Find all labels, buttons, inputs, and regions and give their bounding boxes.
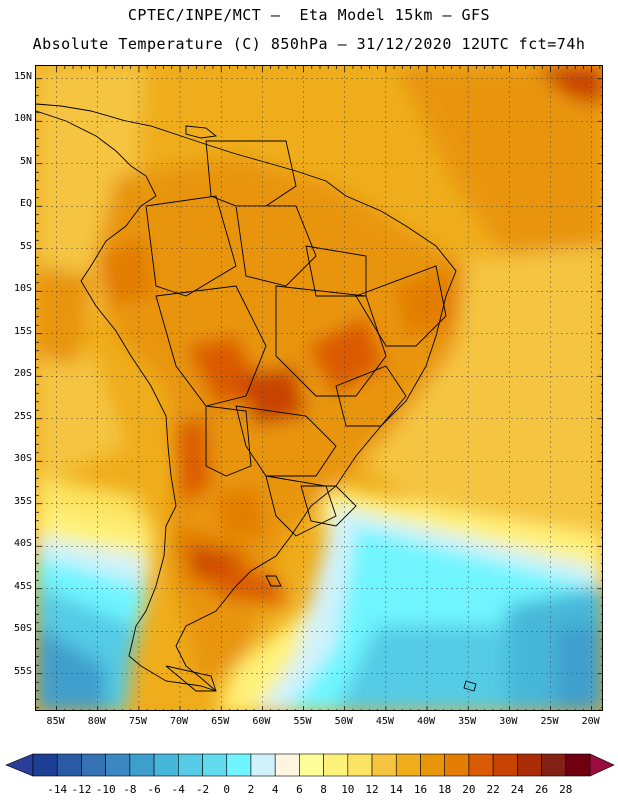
lon-label: 25W [540, 716, 559, 727]
lat-label: 40S [13, 538, 32, 550]
colorbar-swatch [202, 753, 228, 777]
colorbar-label: 2 [247, 783, 255, 796]
colorbar-label: 12 [365, 783, 379, 796]
lon-label: 75W [128, 716, 147, 727]
colorbar-swatch [371, 753, 397, 777]
lon-label: 35W [458, 716, 477, 727]
colorbar-swatch [32, 753, 58, 777]
colorbar-swatch [105, 753, 131, 777]
lon-label: 60W [252, 716, 271, 727]
colorbar-label: -14 [47, 783, 68, 796]
map-title-line-2: Absolute Temperature (C) 850hPa – 31/12/… [32, 35, 586, 53]
temperature-map [36, 66, 602, 710]
lon-label: 50W [334, 716, 353, 727]
lon-label: 45W [375, 716, 394, 727]
lon-label: 40W [416, 716, 436, 727]
lat-label: 5N [19, 155, 32, 167]
colorbar-label: 24 [510, 783, 524, 796]
lat-label: EQ [19, 198, 32, 210]
colorbar-label: -10 [95, 783, 116, 796]
lon-label: 65W [211, 716, 230, 727]
color-scale-bar [5, 753, 615, 777]
colorbar-high-arrow [589, 753, 615, 777]
lon-label: 80W [87, 716, 106, 727]
lat-label: 10N [13, 113, 32, 125]
colorbar-low-arrow [5, 753, 34, 777]
lat-label: 20S [13, 368, 32, 380]
colorbar-swatch [395, 753, 421, 777]
colorbar-label: 0 [223, 783, 231, 796]
colorbar-label: -2 [195, 783, 210, 796]
colorbar-label: 8 [320, 783, 327, 796]
colorbar-swatch [129, 753, 155, 777]
lon-label: 55W [293, 716, 312, 727]
colorbar-label: 28 [559, 783, 573, 796]
colorbar-label: 10 [341, 783, 355, 796]
colorbar-label: -4 [171, 783, 185, 796]
lat-label: 50S [13, 623, 32, 635]
colorbar-label: 18 [438, 783, 452, 796]
colorbar-label: -12 [71, 783, 92, 796]
colorbar-label: 6 [296, 783, 303, 796]
lon-label: 20W [581, 716, 600, 727]
colorbar-swatch [492, 753, 518, 777]
lat-label: 30S [13, 453, 32, 465]
colorbar-swatch [420, 753, 445, 777]
colorbar-swatch [468, 753, 494, 777]
lat-label: 15N [13, 70, 32, 82]
lat-label: 45S [13, 580, 32, 592]
colorbar-swatch [517, 753, 542, 777]
colorbar-label: 20 [462, 783, 476, 796]
lat-label: 25S [13, 410, 32, 422]
colorbar-swatch [541, 753, 567, 777]
lat-label: 5S [19, 240, 32, 252]
colorbar-swatch [250, 753, 276, 777]
lat-label: 10S [13, 283, 32, 295]
colorbar-swatch [81, 753, 106, 777]
colorbar-swatch [299, 753, 324, 777]
axis-ticks [36, 66, 602, 710]
colorbar-swatch [347, 753, 373, 777]
colorbar-label: 16 [413, 783, 428, 796]
colorbar-swatch [226, 753, 252, 777]
colorbar-label: 14 [389, 783, 403, 796]
lon-label: 70W [170, 716, 189, 727]
colorbar-swatch [56, 753, 82, 777]
colorbar-swatch [274, 753, 300, 777]
colorbar-swatch [178, 753, 203, 777]
temperature-map-frame [35, 65, 603, 711]
lat-label: 15S [13, 325, 32, 337]
colorbar-swatch [565, 753, 591, 777]
map-title-line-1: CPTEC/INPE/MCT – Eta Model 15km – GFS [127, 6, 491, 24]
coastlines [36, 103, 477, 692]
colorbar-swatch [323, 753, 349, 777]
colorbar-label: -6 [147, 783, 161, 796]
colorbar-label: 26 [534, 783, 549, 796]
colorbar-swatch [153, 753, 179, 777]
colorbar-label: -8 [123, 783, 137, 796]
lat-label: 55S [13, 665, 32, 677]
colorbar-label: 22 [486, 783, 500, 796]
lon-label: 30W [499, 716, 518, 727]
colorbar-label: 4 [271, 783, 279, 796]
colorbar-swatch [444, 753, 470, 777]
lat-label: 35S [13, 495, 32, 507]
lon-label: 85W [46, 716, 65, 727]
